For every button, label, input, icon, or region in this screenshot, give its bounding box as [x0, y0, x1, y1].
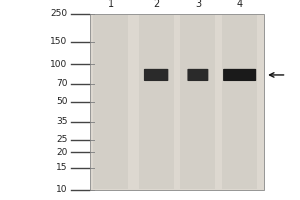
Text: 15: 15 — [56, 163, 68, 172]
Text: 4: 4 — [237, 0, 243, 9]
Text: 3: 3 — [195, 0, 201, 9]
Text: 35: 35 — [56, 117, 68, 126]
Text: 1: 1 — [108, 0, 114, 9]
Text: 50: 50 — [56, 98, 68, 106]
Text: 2: 2 — [153, 0, 159, 9]
Text: 20: 20 — [56, 148, 68, 157]
Text: 70: 70 — [56, 79, 68, 88]
Text: 250: 250 — [50, 9, 68, 19]
Text: 25: 25 — [56, 135, 68, 144]
Text: 150: 150 — [50, 37, 68, 46]
Text: 100: 100 — [50, 60, 68, 69]
Text: 10: 10 — [56, 186, 68, 194]
